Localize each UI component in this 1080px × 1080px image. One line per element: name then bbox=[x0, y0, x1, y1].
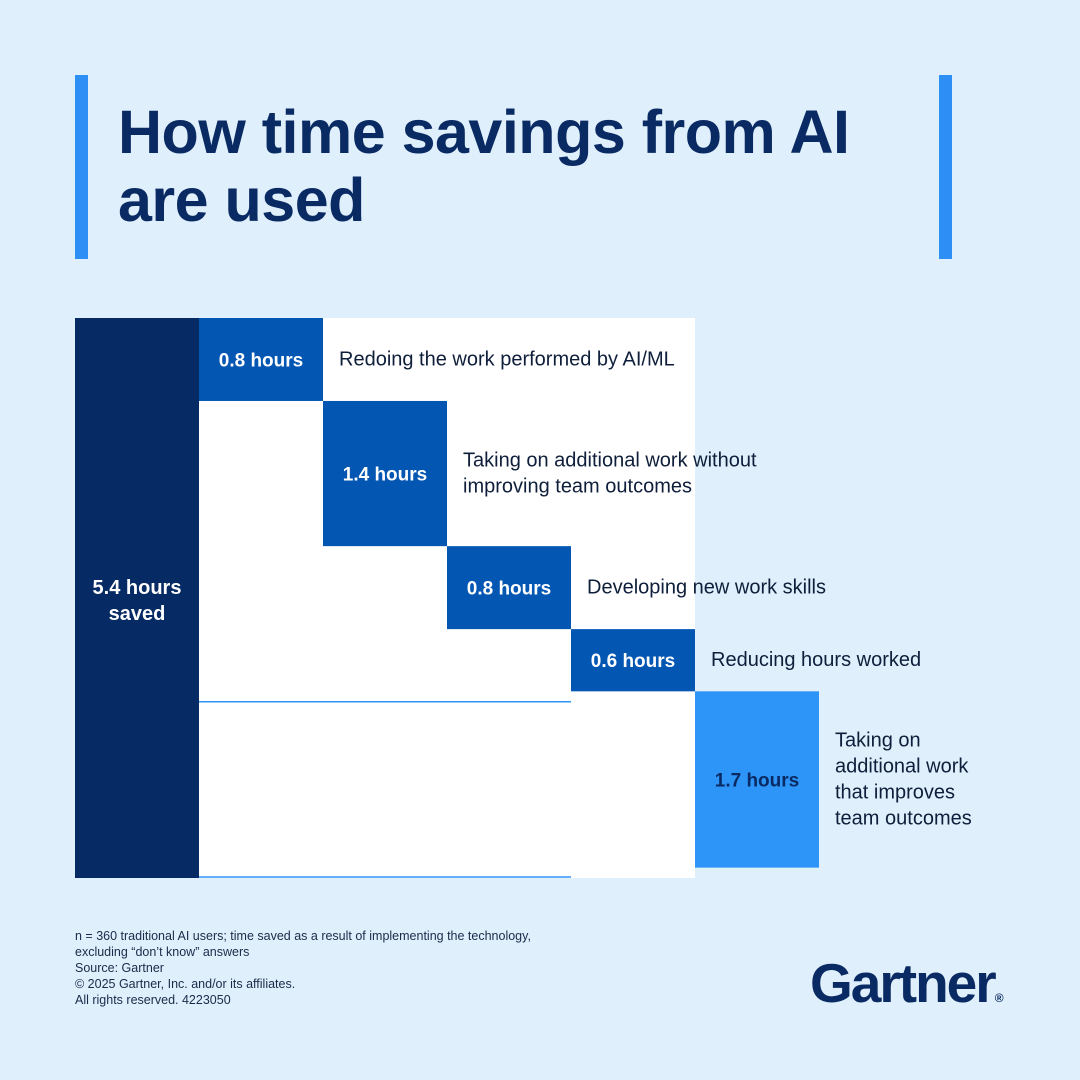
gartner-logo: Gartner® bbox=[810, 948, 1004, 1033]
footnote-copyright: © 2025 Gartner, Inc. and/or its affiliat… bbox=[75, 977, 296, 991]
footnote-line: n = 360 traditional AI users; time saved… bbox=[75, 929, 531, 943]
segment-bar bbox=[447, 546, 571, 630]
segment-bar bbox=[323, 400, 447, 547]
footnote-source: Source: Gartner bbox=[75, 961, 164, 975]
logo-text: Gartner bbox=[810, 952, 997, 1014]
footnote: n = 360 traditional AI users; time saved… bbox=[75, 928, 635, 1008]
footnote-rights: All rights reserved. 4223050 bbox=[75, 993, 231, 1007]
title-accent-right bbox=[939, 75, 952, 259]
segment-bar bbox=[571, 629, 695, 692]
segment-description: Taking on additional work without bbox=[463, 450, 757, 472]
page-title: How time savings from AI are used bbox=[118, 98, 850, 234]
segment-value-label: 0.6 hours bbox=[591, 651, 675, 672]
segment-value-label: 0.8 hours bbox=[219, 350, 303, 371]
segment-description: additional work bbox=[835, 755, 969, 777]
segment-value-label: 0.8 hours bbox=[467, 579, 551, 600]
segment-description: Developing new work skills bbox=[587, 577, 826, 599]
footnote-line: excluding “don’t know” answers bbox=[75, 945, 250, 959]
segment-bar bbox=[695, 691, 819, 868]
segment-description: Redoing the work performed by AI/ML bbox=[339, 348, 675, 370]
total-bar-label: 5.4 hours bbox=[93, 577, 182, 599]
title-accent-left bbox=[75, 75, 88, 259]
segment-description: improving team outcomes bbox=[463, 476, 692, 498]
segment-description: that improves bbox=[835, 781, 955, 803]
segment-value-label: 1.7 hours bbox=[715, 770, 799, 791]
segment-value-label: 1.4 hours bbox=[343, 465, 427, 486]
total-bar-label-saved: saved bbox=[109, 603, 166, 625]
registered-mark: ® bbox=[994, 991, 1004, 1005]
total-bar bbox=[75, 318, 199, 878]
segment-description: team outcomes bbox=[835, 807, 972, 829]
segment-description: Reducing hours worked bbox=[711, 649, 921, 671]
segment-description: Taking on bbox=[835, 729, 921, 751]
segment-bar bbox=[199, 318, 323, 401]
